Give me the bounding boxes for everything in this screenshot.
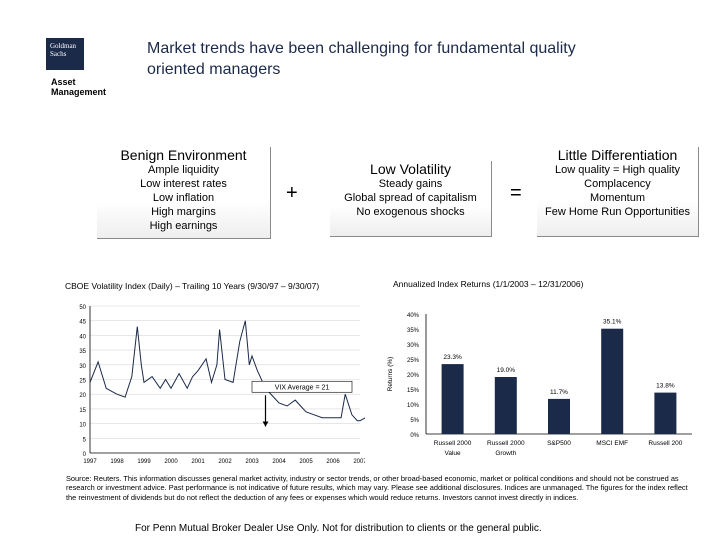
returns-value-label: 35.1% [603, 319, 622, 326]
returns-y-tick-label: 5% [410, 418, 419, 424]
returns-y-axis: 0% 5% 10% 15% 20% 25% 30% 35% 40% Returns (%) [387, 313, 692, 439]
returns-bar [654, 392, 677, 434]
vix-y-tick-label: 40 [79, 334, 86, 340]
slide-title: Market trends have been challenging for … [147, 38, 707, 80]
little-diff-line: Momentum [589, 192, 646, 204]
equals-sign: = [510, 182, 522, 204]
little-diff-line: Few Home Run Opportunities [545, 206, 690, 218]
returns-y-tick-label: 15% [407, 388, 420, 394]
vix-y-tick-label: 45 [79, 320, 86, 326]
returns-y-tick-label: 10% [407, 403, 420, 409]
slide-title-line-2: oriented managers [147, 61, 281, 78]
returns-bar [548, 398, 570, 434]
benign-environment-box: Benign Environment Ample liquidity Low i… [97, 147, 271, 239]
vix-y-tick-label: 15 [79, 408, 86, 414]
returns-y-tick-label: 35% [407, 328, 420, 334]
vix-y-tick-label: 10 [79, 423, 86, 429]
vix-average-box [251, 380, 353, 393]
vix-x-axis: 1997 1998 1999 2000 2001 2002 2003 2004 2005 2006… [83, 452, 365, 465]
vix-y-axis: 0 5 10 15 20 25 30 35 40 45 50 [79, 305, 91, 458]
vix-x-tick-label: 2004 [272, 459, 286, 465]
vix-line-chart: 0 5 10 15 20 25 30 35 40 45 50 1997 1998 1999 2000 200… [79, 305, 365, 465]
little-diff-line: Complacency [584, 178, 651, 190]
vix-y-tick-label: 5 [83, 437, 87, 443]
returns-value-label: 11.7% [550, 389, 568, 396]
vix-x-tick-label: 2006 [326, 459, 340, 465]
vix-gridlines [90, 305, 360, 439]
benign-line: Ample liquidity [148, 164, 219, 176]
returns-y-tick-label: 30% [407, 343, 420, 349]
vix-series [89, 320, 365, 422]
vix-x-tick-label: 2001 [191, 459, 205, 465]
vix-y-tick-label: 25 [79, 379, 86, 385]
returns-category-label: Value [445, 450, 462, 457]
returns-category-label: MSCI EMF [596, 440, 628, 447]
vix-y-tick-label: 50 [79, 305, 86, 311]
vix-y-tick-label: 30 [79, 364, 86, 370]
returns-y-tick-label: 0% [410, 433, 419, 439]
vix-average-annotation: VIX Average = 21 [251, 380, 353, 427]
footer-note: For Penn Mutual Broker Dealer Use Only. … [135, 523, 542, 534]
returns-y-tick-label: 25% [407, 358, 420, 364]
plus-sign: + [286, 182, 298, 204]
vix-series-line [89, 320, 365, 422]
vix-x-tick-label: 2002 [218, 459, 232, 465]
logo-subtitle: Asset Management [51, 77, 106, 97]
benign-line: High earnings [149, 220, 218, 232]
returns-bars: 23.3% 19.0% 11.7% 35.1% 13.8% [441, 319, 677, 434]
returns-value-label: 23.3% [443, 354, 462, 361]
low-volatility-heading: Low Volatility [370, 161, 451, 177]
slide-title-line-1: Market trends have been challenging for … [147, 40, 576, 57]
low-volatility-line: Steady gains [378, 178, 443, 190]
little-differentiation-box: Little Differentiation Low quality = Hig… [537, 147, 699, 237]
vix-x-tick-label: 2005 [299, 459, 313, 465]
logo-sub-line-1: Asset [51, 77, 76, 87]
benign-line: High margins [151, 206, 216, 218]
vix-x-tick-label: 1999 [137, 459, 151, 465]
returns-bar-chart: 0% 5% 10% 15% 20% 25% 30% 35% 40% Returns (%) 23.… [387, 313, 692, 457]
low-volatility-line: No exogenous shocks [356, 206, 465, 218]
vix-x-tick-label: 2007 [353, 459, 365, 465]
benign-line: Low inflation [152, 192, 215, 204]
returns-bar [601, 328, 624, 434]
little-diff-line: Low quality = High quality [554, 164, 681, 176]
returns-value-label: 19.0% [497, 367, 516, 374]
returns-y-tick-label: 20% [407, 373, 420, 379]
returns-y-tick-label: 40% [407, 313, 420, 319]
benign-environment-heading: Benign Environment [120, 147, 247, 163]
logo-sub-line-2: Management [51, 87, 107, 97]
company-logo: Goldman Sachs [46, 38, 84, 70]
returns-category-label: Russell 2000 [434, 440, 472, 447]
little-differentiation-heading: Little Differentiation [557, 147, 678, 163]
logo-line-1: Goldman [50, 42, 77, 50]
returns-category-label: Growth [495, 450, 516, 457]
source-disclaimer: Source: Reuters. This information discus… [66, 474, 688, 502]
vix-x-tick-label: 1998 [110, 459, 124, 465]
returns-category-label: Russell 200 [648, 440, 682, 447]
vix-x-tick-label: 2000 [164, 459, 178, 465]
vix-y-tick-label: 20 [79, 393, 86, 399]
returns-category-label: S&P500 [547, 440, 571, 447]
vix-y-tick-label: 35 [79, 349, 86, 355]
returns-bar [494, 377, 517, 434]
low-volatility-box: Low Volatility Steady gains Global sprea… [330, 161, 492, 237]
vix-x-tick-label: 1997 [83, 459, 97, 465]
returns-chart-title: Annualized Index Returns (1/1/2003 – 12/… [393, 279, 584, 289]
returns-value-label: 13.8% [656, 383, 675, 390]
vix-arrow-head [262, 421, 269, 427]
returns-bar [441, 364, 464, 434]
returns-y-axis-label: Returns (%) [387, 357, 394, 392]
vix-x-tick-label: 2003 [245, 459, 259, 465]
logo-line-2: Sachs [50, 50, 67, 58]
vix-chart-title: CBOE Volatility Index (Daily) – Trailing… [65, 281, 320, 291]
returns-category-label: Russell 2000 [487, 440, 525, 447]
low-volatility-line: Global spread of capitalism [344, 192, 477, 204]
returns-x-axis: Russell 2000 Value Russell 2000 Growth S&P50… [434, 440, 683, 457]
vix-y-tick-label: 0 [83, 452, 87, 458]
vix-average-label: VIX Average = 21 [275, 384, 330, 391]
benign-line: Low interest rates [140, 178, 227, 190]
